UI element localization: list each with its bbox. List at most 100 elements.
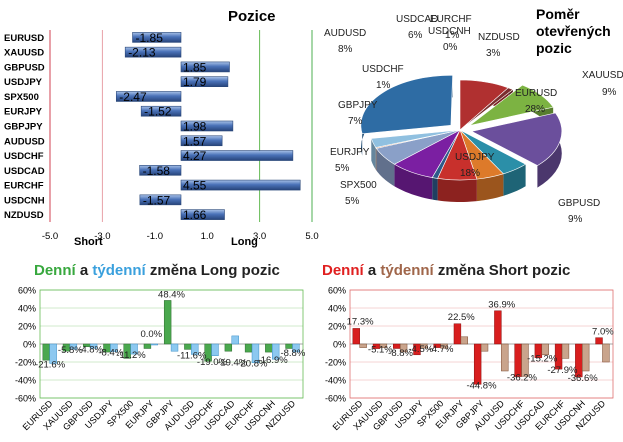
value-label-usdjpy: 1.79 xyxy=(183,75,207,89)
x-tick-label: 5.0 xyxy=(305,231,318,242)
value-label-spx500: -2.47 xyxy=(119,90,147,104)
x-tick-label: 1.0 xyxy=(201,231,214,242)
y-tick-label: 20% xyxy=(328,322,346,332)
pie-slice-side-usdcnh xyxy=(375,147,377,171)
value-label-eurchf: 4.55 xyxy=(183,179,207,193)
bar-t-denn--eurchf xyxy=(251,343,260,363)
bar-gbpjpy xyxy=(180,120,234,132)
bar-denn--nzdusd xyxy=(595,337,603,345)
heading-rest: změna Short pozic xyxy=(433,262,571,279)
pie-slice-eurusd xyxy=(360,75,453,135)
bar-gbpusd xyxy=(180,61,230,73)
bar-t-denn--xauusd xyxy=(379,343,388,348)
value-label-audusd: 1.57 xyxy=(183,134,207,148)
bar-t-denn--audusd xyxy=(501,343,509,372)
bar-usdcad xyxy=(139,165,182,176)
short-change-bar-chart: 60%40%20%0%-20%-40%-60%17.3%-5.1%-8.8%-4… xyxy=(325,286,614,433)
data-label-audusd: -11.6% xyxy=(177,350,207,361)
category-label-usdchf: USDCHF xyxy=(4,151,44,162)
data-label-usdcad: -15.2% xyxy=(527,354,558,365)
data-label-usdcnh: -16.9% xyxy=(258,355,289,366)
bar-t-denn--spx500 xyxy=(130,343,138,355)
category-label-eurusd: EURUSD xyxy=(4,33,44,44)
bar-nzdusd xyxy=(180,209,225,220)
pie-slice-side-eurjpy xyxy=(476,173,504,202)
data-label-usdjpy: -4.5% xyxy=(408,344,433,355)
category-label-usdcad: USDCAD xyxy=(4,166,45,177)
value-label-eurusd: -1.85 xyxy=(136,31,164,45)
value-label-gbpjpy: 1.98 xyxy=(183,120,207,134)
category-label-eurchf: EURCHF xyxy=(4,181,44,192)
pie-slice-eurchf xyxy=(459,87,514,131)
y-tick-label: -20% xyxy=(15,358,36,368)
pie-label-usdcad: USDCAD xyxy=(396,14,438,25)
bar-t-denn--usdcad xyxy=(541,343,549,356)
value-label-usdcad: -1.58 xyxy=(143,164,171,178)
data-label-usdchf: -36.2% xyxy=(507,373,538,384)
bar-denn--gbpjpy xyxy=(163,300,172,345)
y-tick-label: 0% xyxy=(23,340,36,350)
category-label-spx500: SPX500 xyxy=(4,92,39,103)
pie-value-xauusd: 9% xyxy=(602,87,617,98)
data-label-gbpusd: -4.8% xyxy=(78,344,103,355)
bar-t-denn--usdchf xyxy=(521,343,529,377)
bar-usdjpy xyxy=(180,76,229,87)
y-tick-label: 40% xyxy=(18,304,36,314)
pie-slice-gbpusd xyxy=(469,84,554,126)
short-change-heading: Denní a týdenní změna Short pozic xyxy=(322,262,570,279)
pie-slice-nzdusd xyxy=(370,129,461,148)
x-tick-label: -3.0 xyxy=(94,231,110,242)
heading-and-word: a xyxy=(363,262,381,279)
pie-value-usdcad: 6% xyxy=(408,30,423,41)
bar-t-denn--gbpjpy xyxy=(170,343,179,352)
bar-denn--eurchf xyxy=(244,343,253,353)
bar-denn--eurjpy xyxy=(453,323,462,345)
bar-t-denn--eurusd xyxy=(49,343,57,364)
x-tick-label: -5.0 xyxy=(42,231,58,242)
data-label-usdchf: -19.0% xyxy=(197,357,228,368)
value-label-nzdusd: 1.66 xyxy=(183,208,207,222)
open-positions-pie-chart: XAUUSD 9% EURCHF 1% GBPUSD 9% USDJPY 18% SPX500 5… xyxy=(324,14,623,225)
bar-denn--eurusd xyxy=(42,343,50,361)
data-label-eurusd: -21.6% xyxy=(35,359,66,370)
category-label-nzdusd: NZDUSD xyxy=(4,210,44,221)
bar-t-denn--usdcnh xyxy=(271,343,280,360)
pie-slice-side-gbpjpy xyxy=(437,178,477,202)
pie-label-xauusd: XAUUSD xyxy=(582,70,623,81)
pie-value-eurusd: 28% xyxy=(525,104,545,115)
bar-t-denn--spx500 xyxy=(440,343,448,349)
bar-t-denn--usdcnh xyxy=(581,343,590,372)
pie-label-eurusd: EURUSD xyxy=(515,88,557,99)
pie-label-usdchf: USDCHF xyxy=(362,64,404,75)
bar-denn--eurusd xyxy=(352,328,360,345)
pie-label-usdjpy: USDJPY xyxy=(455,152,495,163)
pie-value-spx500: 5% xyxy=(345,196,360,207)
pie-label-eurjpy: EURJPY xyxy=(330,147,370,158)
data-label-usdjpy: -8.4% xyxy=(98,348,123,359)
pie-value-usdjpy: 18% xyxy=(460,168,480,179)
bar-denn--usdcad xyxy=(224,343,233,352)
category-label-usdcnh: USDCNH xyxy=(4,195,45,206)
bar-denn--audusd xyxy=(184,343,192,350)
bar-t-denn--usdchf xyxy=(211,343,219,356)
pie-value-nzdusd: 3% xyxy=(486,48,501,59)
value-label-xauusd: -2.13 xyxy=(128,46,156,60)
x-tick-label: 3.0 xyxy=(253,231,266,242)
heading-rest: změna Long pozic xyxy=(145,262,280,279)
data-label-gbpjpy: 48.4% xyxy=(158,290,185,301)
bar-t-denn--nzdusd xyxy=(602,343,610,363)
short-label: Short xyxy=(74,236,103,248)
y-tick-label: -60% xyxy=(15,394,36,404)
bar-xauusd xyxy=(124,46,182,58)
long-change-heading: Denní a týdenní změna Long pozic xyxy=(34,262,280,279)
pie-slice-usdjpy xyxy=(470,112,563,166)
bar-t-denn--usdjpy xyxy=(420,343,428,349)
data-label-gbpjpy: -44.8% xyxy=(466,380,497,391)
heading-daily-word: Denní xyxy=(322,262,364,279)
bar-eurusd xyxy=(132,32,182,43)
data-label-xauusd: -5.8% xyxy=(58,345,83,356)
bar-usdchf xyxy=(180,150,294,161)
bar-t-denn--usdcad xyxy=(231,335,239,345)
y-tick-label: 60% xyxy=(18,286,36,296)
pie-value-gbpjpy: 7% xyxy=(348,116,363,127)
